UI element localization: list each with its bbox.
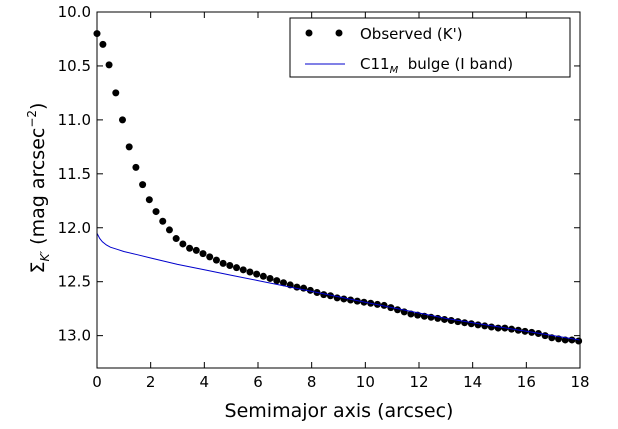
y-axis-exponent: −2 xyxy=(25,110,39,128)
x-tick-label: 10 xyxy=(356,373,375,391)
data-point-observed xyxy=(105,61,113,69)
data-point-observed xyxy=(259,272,267,280)
x-tick-label: 4 xyxy=(200,373,210,391)
x-tick-label: 2 xyxy=(146,373,156,391)
data-point-observed xyxy=(440,315,448,323)
data-point-observed xyxy=(172,235,180,243)
data-point-observed xyxy=(340,295,348,303)
data-point-observed xyxy=(575,337,583,345)
data-point-observed xyxy=(279,279,287,287)
data-point-observed xyxy=(219,259,227,267)
data-point-observed xyxy=(347,296,355,304)
data-point-observed xyxy=(233,264,241,272)
data-point-observed xyxy=(541,332,549,340)
data-point-observed xyxy=(132,163,140,171)
data-point-observed xyxy=(192,246,200,254)
data-point-observed xyxy=(226,262,234,270)
legend: Observed (K') C11M bulge (I band) xyxy=(289,17,571,78)
x-axis-label: Semimajor axis (arcsec) xyxy=(225,400,454,422)
data-point-observed xyxy=(212,256,220,264)
data-point-observed xyxy=(99,40,107,48)
legend-model-name: C11 xyxy=(360,55,390,73)
x-tick-label: 12 xyxy=(409,373,428,391)
data-point-observed xyxy=(253,270,261,278)
data-point-observed xyxy=(333,294,341,302)
y-tick-label: 10.5 xyxy=(58,57,91,75)
data-point-observed xyxy=(112,89,120,97)
data-point-observed xyxy=(125,143,133,151)
data-point-observed xyxy=(239,266,247,274)
data-points xyxy=(93,30,583,345)
x-tick-label: 18 xyxy=(570,373,589,391)
y-tick-label: 13.0 xyxy=(58,327,91,345)
x-tick-label: 6 xyxy=(253,373,263,391)
data-point-observed xyxy=(353,297,361,305)
data-point-observed xyxy=(152,208,160,216)
data-point-observed xyxy=(447,317,455,325)
plot-frame xyxy=(96,11,581,369)
data-point-observed xyxy=(293,283,301,291)
data-point-observed xyxy=(266,274,274,282)
data-point-observed xyxy=(246,268,254,276)
data-point-observed xyxy=(320,291,328,299)
y-axis-subscript: K′ xyxy=(38,251,52,262)
axis-ticks: 0 2 4 6 8 10 12 14 16 18 10.0 10.5 11.0 11.5 12.0 12.5 1… xyxy=(58,3,590,391)
data-point-observed xyxy=(139,181,147,189)
data-point-observed xyxy=(487,323,495,331)
data-point-observed xyxy=(165,226,173,234)
x-tick-label: 14 xyxy=(463,373,482,391)
data-point-observed xyxy=(159,217,167,225)
y-tick-label: 12.5 xyxy=(58,273,91,291)
data-point-observed xyxy=(306,286,314,294)
data-point-observed xyxy=(394,306,402,314)
y-axis-text: (mag arcsec xyxy=(27,128,49,251)
data-point-observed xyxy=(474,321,482,329)
y-axis-close: ) xyxy=(27,103,49,110)
y-tick-label: 12.0 xyxy=(58,219,91,237)
data-point-observed xyxy=(494,324,502,332)
data-point-observed xyxy=(461,319,469,327)
data-point-observed xyxy=(199,250,207,258)
data-point-observed xyxy=(273,277,281,285)
legend-model-subscript: M xyxy=(390,65,399,76)
data-point-observed xyxy=(454,318,462,326)
x-tick-label: 0 xyxy=(92,373,102,391)
series-line-model xyxy=(96,232,581,341)
data-point-observed xyxy=(206,253,214,261)
data-point-observed xyxy=(380,301,388,309)
legend-model-suffix: bulge (I band) xyxy=(398,55,513,73)
data-point-observed xyxy=(145,196,153,204)
legend-label-model: C11M bulge (I band) xyxy=(360,55,513,76)
model-line xyxy=(96,232,581,341)
y-axis-label: ΣK′ (mag arcsec−2) xyxy=(25,103,52,274)
y-tick-label: 11.0 xyxy=(58,111,91,129)
y-tick-label: 11.5 xyxy=(58,165,91,183)
legend-marker-observed xyxy=(305,29,313,37)
data-point-observed xyxy=(179,240,187,248)
legend-label-observed: Observed (K') xyxy=(360,25,463,43)
legend-marker-observed xyxy=(335,29,343,37)
y-tick-label: 10.0 xyxy=(58,3,91,21)
legend-box xyxy=(289,17,571,78)
data-point-observed xyxy=(568,336,576,344)
data-point-observed xyxy=(118,116,126,124)
y-axis-symbol: Σ xyxy=(27,261,49,273)
data-point-observed xyxy=(326,292,334,300)
x-tick-label: 8 xyxy=(307,373,317,391)
x-tick-label: 16 xyxy=(517,373,536,391)
data-point-observed xyxy=(467,320,475,328)
data-point-observed xyxy=(481,322,489,330)
data-point-observed xyxy=(186,244,194,252)
data-point-observed xyxy=(407,310,415,318)
